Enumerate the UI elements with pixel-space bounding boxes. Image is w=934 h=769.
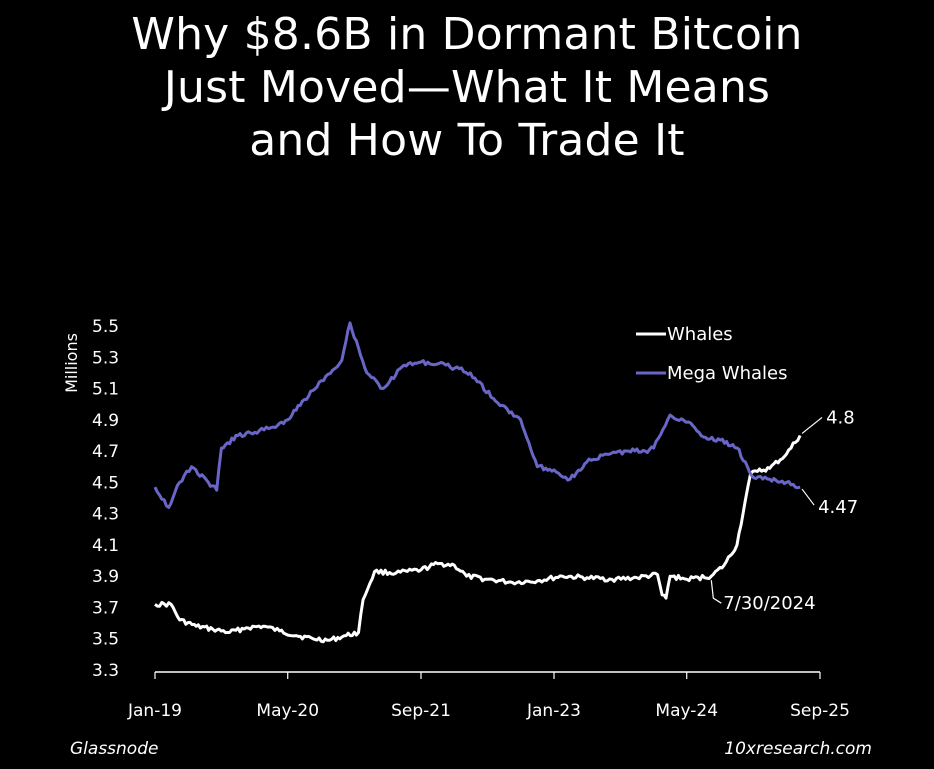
y-tick-label: 4.5	[92, 473, 119, 493]
y-tick-label: 3.7	[92, 598, 119, 618]
x-tick-label: Sep-21	[391, 701, 451, 721]
y-tick-label: 5.5	[92, 317, 119, 337]
title-line-2: Just Moved—What It Means	[163, 62, 771, 114]
annotation-label: 4.47	[818, 497, 858, 518]
annotation-label: 7/30/2024	[723, 593, 815, 614]
x-tick-label: May-24	[655, 701, 718, 721]
legend-label: Mega Whales	[667, 363, 787, 384]
x-tick-label: Jan-23	[526, 701, 581, 721]
x-tick-label: May-20	[256, 701, 319, 721]
annotation-leader	[801, 488, 815, 506]
x-tick-label: Sep-25	[790, 701, 850, 721]
y-tick-label: 3.5	[92, 630, 119, 650]
brand-label: 10xresearch.com	[724, 739, 872, 759]
y-tick-label: 4.1	[92, 536, 119, 556]
y-tick-label: 4.3	[92, 505, 119, 525]
series-line-whales	[154, 434, 802, 644]
annotation-leader	[801, 416, 823, 434]
y-tick-label: 4.9	[92, 411, 119, 431]
source-label: Glassnode	[70, 739, 159, 759]
x-tick-label: Jan-19	[127, 701, 182, 721]
y-tick-label: 3.9	[92, 567, 119, 587]
annotation-leader	[710, 580, 722, 604]
y-tick-label: 5.3	[92, 348, 119, 368]
title-line-1: Why $8.6B in Dormant Bitcoin	[131, 9, 803, 60]
legend-label: Whales	[667, 324, 733, 345]
y-tick-label: 3.3	[92, 661, 119, 681]
title-line-3: and How To Trade It	[249, 115, 685, 167]
y-axis-label: Millions	[62, 333, 81, 393]
chart-title: Why $8.6B in Dormant Bitcoin Just Moved—…	[0, 8, 934, 168]
annotation-label: 4.8	[826, 407, 855, 428]
y-tick-label: 4.7	[92, 442, 119, 462]
y-tick-label: 5.1	[92, 380, 119, 400]
series-line-mega-whales	[153, 321, 801, 509]
